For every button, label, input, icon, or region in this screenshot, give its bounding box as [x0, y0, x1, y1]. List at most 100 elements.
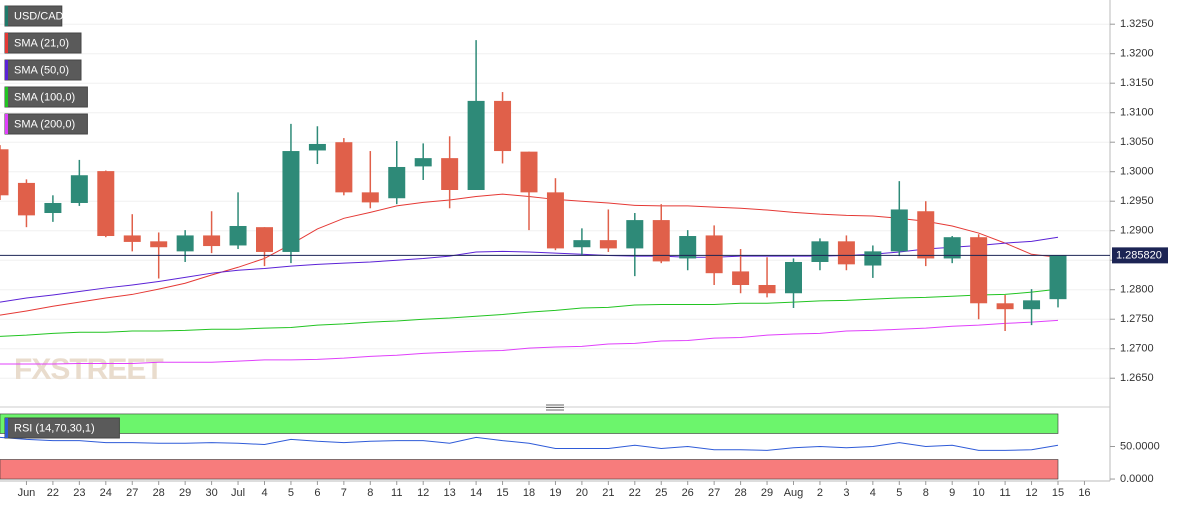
x-tick-label: 22 [629, 487, 641, 499]
x-tick-label: 29 [761, 487, 773, 499]
candle-body [256, 227, 273, 252]
rsi-panel [0, 413, 1059, 480]
x-tick-label: 13 [444, 487, 456, 499]
legend-swatch [5, 87, 8, 107]
x-tick-label: 26 [682, 487, 694, 499]
candle-body [705, 235, 723, 274]
candle-body [996, 303, 1014, 310]
rsi-band [0, 459, 1059, 480]
sma-line [0, 319, 1059, 365]
candle-body [388, 166, 406, 199]
x-tick-label: 6 [314, 487, 320, 499]
candle-body [441, 158, 459, 190]
x-tick-label: 25 [655, 487, 667, 499]
legend-swatch [5, 60, 8, 80]
candle-body [17, 182, 35, 216]
resize-handle[interactable] [546, 404, 564, 411]
candle-body [626, 220, 644, 249]
y-tick-label: 1.3250 [1120, 18, 1154, 30]
legend-swatch [5, 114, 8, 134]
x-tick-label: 16 [1078, 487, 1090, 499]
x-tick-label: 21 [602, 487, 614, 499]
last-price-box [1112, 247, 1168, 264]
x-tick-label: 8 [367, 487, 373, 499]
y-tick-label: 50.0000 [1120, 440, 1160, 452]
candle-body [70, 175, 88, 203]
x-tick-label: 18 [523, 487, 535, 499]
candle-body [0, 149, 9, 196]
x-tick-label: 5 [896, 487, 902, 499]
x-tick-label: 3 [843, 487, 849, 499]
x-tick-label: 8 [923, 487, 929, 499]
last-price-label: 1.285820 [1116, 249, 1162, 261]
candle-body [150, 241, 168, 248]
candle-body [494, 100, 512, 152]
x-tick-label: 30 [205, 487, 217, 499]
candle-body [308, 143, 326, 151]
legend-swatch [5, 418, 8, 438]
candle-body [97, 171, 115, 237]
y-tick-label: 1.3050 [1120, 136, 1154, 148]
candle-body [520, 151, 538, 193]
x-tick-label: 4 [261, 487, 267, 499]
candle-body [970, 237, 988, 304]
x-tick-label: 2 [817, 487, 823, 499]
candle-body [758, 284, 776, 294]
y-tick-label: 1.3200 [1120, 48, 1154, 60]
legend-swatch [5, 33, 8, 53]
x-tick-label: 19 [549, 487, 561, 499]
y-tick-label: 1.2750 [1120, 313, 1154, 325]
x-tick-label: Aug [784, 487, 804, 499]
y-tick-label: 1.3000 [1120, 166, 1154, 178]
x-tick-label: 12 [1025, 487, 1037, 499]
x-tick-label: 7 [341, 487, 347, 499]
x-tick-label: 28 [153, 487, 165, 499]
y-tick-label: 1.2950 [1120, 195, 1154, 207]
x-tick-label: 29 [179, 487, 191, 499]
x-tick-label: 24 [100, 487, 112, 499]
x-tick-label: 12 [417, 487, 429, 499]
x-tick-label: 5 [288, 487, 294, 499]
candle-body [1049, 255, 1067, 300]
sma-line [0, 236, 1059, 303]
candle-body [335, 142, 353, 193]
candle-body [203, 235, 221, 247]
candle-body [732, 271, 750, 285]
overlay-layer: USD/CAD SMA (21,0) SMA (50,0) SMA (100,0) SM… [4, 5, 120, 439]
candle-body [785, 261, 802, 294]
x-tick-label: 27 [126, 487, 138, 499]
candle-body [414, 158, 432, 167]
legend-label: SMA (50,0) [14, 64, 69, 76]
candle-body [811, 241, 829, 262]
y-tick-label: 1.2650 [1120, 372, 1154, 384]
candle-body [890, 209, 908, 252]
candle-body [943, 237, 961, 259]
candle-body [864, 251, 882, 266]
rsi-band [0, 413, 1059, 434]
legend-label: SMA (21,0) [14, 37, 69, 49]
candle-body [917, 211, 935, 259]
price-panel: FXSTREET [0, 23, 1110, 386]
candle-body [361, 192, 379, 203]
y-tick-label: 1.3150 [1120, 77, 1154, 89]
candle-body [282, 151, 300, 252]
candle-body [599, 240, 617, 249]
x-tick-label: Jun [18, 487, 36, 499]
x-tick-label: 9 [949, 487, 955, 499]
x-tick-label: 15 [1052, 487, 1064, 499]
x-tick-label: 4 [870, 487, 876, 499]
legend-label: SMA (100,0) [14, 91, 75, 103]
candle-body [229, 225, 247, 246]
sma-line [0, 288, 1059, 337]
legend-label: RSI (14,70,30,1) [14, 422, 95, 434]
candle-body [679, 236, 697, 259]
candle-body [546, 192, 564, 249]
legend-label: SMA (200,0) [14, 118, 75, 130]
x-tick-label: 23 [73, 487, 85, 499]
candle-body [467, 100, 485, 190]
y-tick-label: 1.2700 [1120, 343, 1154, 355]
x-tick-label: 22 [47, 487, 59, 499]
watermark: FXSTREET [14, 353, 163, 386]
